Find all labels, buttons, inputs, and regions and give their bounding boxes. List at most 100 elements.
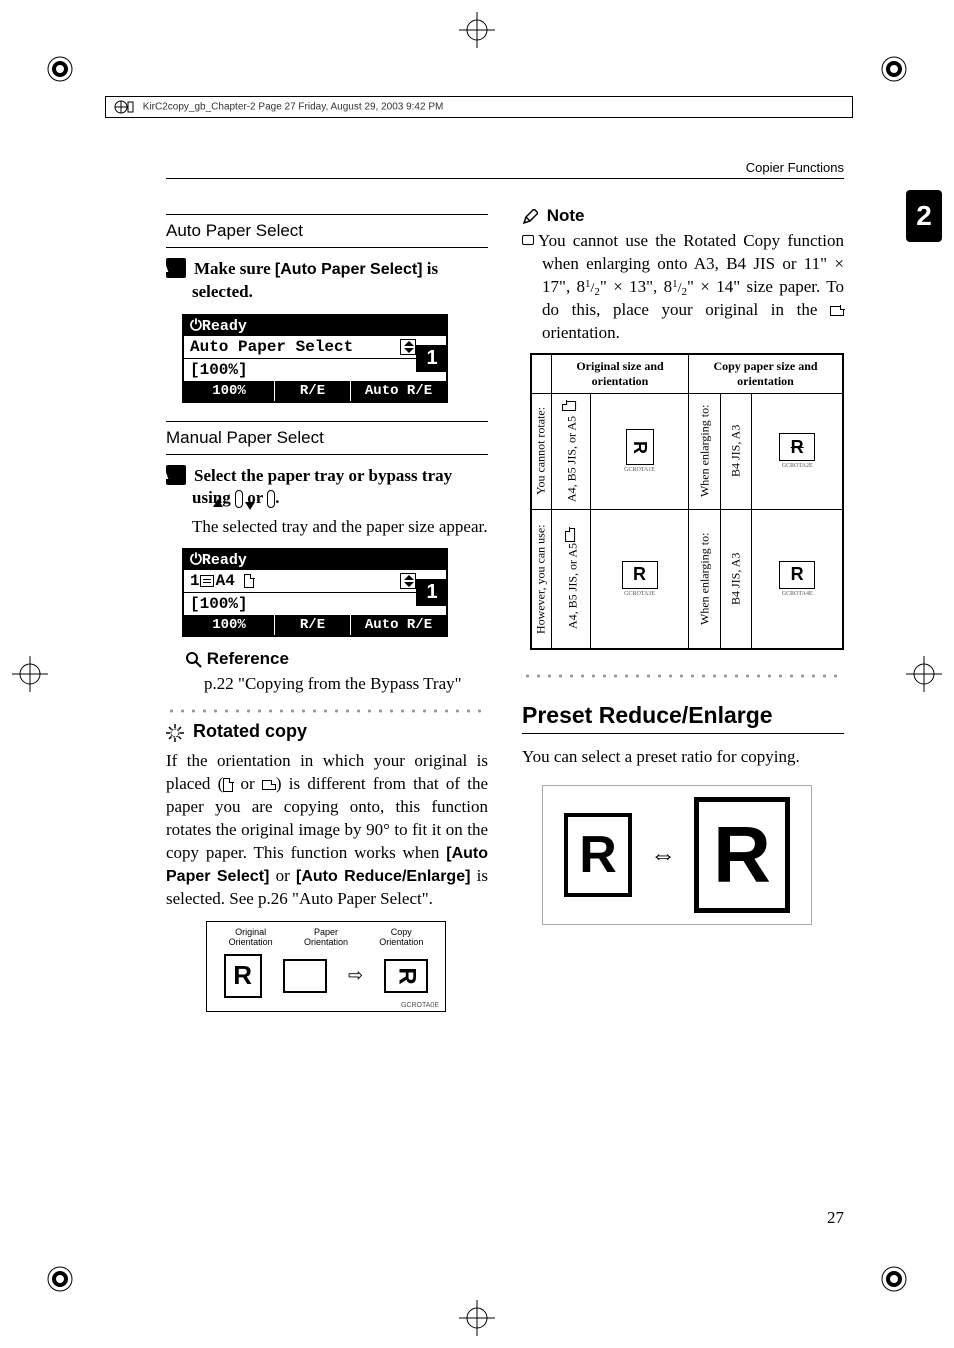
diag-head-paper: Paper Orientation	[296, 928, 356, 948]
row-can-size: A4, B5 JIS, or A5	[552, 509, 591, 649]
diag-head-copy: Copy Orientation	[371, 928, 431, 948]
power-icon: ⏻	[190, 318, 202, 335]
lcd-display-2: ⏻Ready 1A4 [100%] 1 100% R/E Auto R/E	[182, 548, 448, 637]
row-can-copy-r: RGCROTA4E	[752, 509, 843, 649]
registration-mark-top	[459, 12, 495, 48]
preset-body: You can select a preset ratio for copyin…	[522, 746, 844, 769]
reference-heading: Reference	[186, 649, 488, 669]
rotated-copy-heading: Rotated copy	[166, 721, 488, 742]
lcd-copies: 1	[416, 579, 446, 606]
note-text: You cannot use the Rotated Copy function…	[522, 230, 844, 345]
power-icon: ⏻	[190, 552, 202, 569]
paper-doc	[283, 959, 327, 993]
preset-small-r: R	[564, 813, 632, 897]
rotation-limits-table: Original size and orientation Copy paper…	[530, 353, 844, 651]
manual-desc: The selected tray and the paper size app…	[192, 516, 488, 538]
crop-mark-icon	[45, 1264, 75, 1294]
step-number-icon: A	[166, 258, 186, 278]
lcd-ready-row: ⏻Ready	[184, 316, 446, 336]
page-number: 27	[827, 1208, 844, 1228]
registration-mark-left	[12, 656, 48, 692]
rule	[166, 214, 488, 215]
diag-head-original: Original Orientation	[221, 928, 281, 948]
preset-heading: Preset Reduce/Enlarge	[522, 702, 844, 729]
crop-mark-icon	[879, 54, 909, 84]
reference-text: p.22 "Copying from the Bypass Tray"	[204, 673, 488, 695]
lcd-ready-row: ⏻Ready	[184, 550, 446, 570]
rule	[522, 733, 844, 734]
step-1-manual: A Select the paper tray or bypass tray u…	[166, 465, 488, 511]
lcd-re: R/E	[274, 615, 350, 635]
dotted-divider	[522, 672, 844, 680]
up-key-icon	[235, 490, 243, 508]
dotted-divider	[166, 707, 488, 715]
th-copy: Copy paper size and orientation	[689, 354, 843, 394]
header-rule	[166, 178, 844, 179]
diagram-caption: GCROTA0E	[213, 1002, 439, 1009]
row-can-enlarge: When enlarging to:	[689, 509, 721, 649]
arrow-icon: ⇨	[348, 965, 363, 986]
lcd-bottom-row: 100% R/E Auto R/E	[184, 381, 446, 401]
row-cannot-enlarge: When enlarging to:	[689, 393, 721, 509]
row-cannot-size: A4, B5 JIS, or A5	[552, 393, 591, 509]
pdf-stamp-icon	[114, 100, 134, 114]
double-arrow-icon: ⇔	[650, 840, 676, 870]
step-1: A Make sure [Auto Paper Select] is selec…	[166, 258, 488, 304]
lcd-ratio: [100%]	[184, 593, 416, 615]
reference-icon	[186, 652, 202, 668]
lcd-copies: 1	[416, 345, 446, 372]
row-cannot-label: You cannot rotate:	[531, 393, 552, 509]
th-original: Original size and orientation	[552, 354, 689, 394]
page-content: Copier Functions Auto Paper Select A Mak…	[166, 160, 844, 1240]
auto-paper-select-heading: Auto Paper Select	[166, 221, 488, 241]
manual-paper-select-heading: Manual Paper Select	[166, 428, 488, 448]
landscape-icon	[262, 780, 276, 790]
tray-icon	[200, 575, 214, 587]
lcd-line1: Auto Paper Select	[184, 336, 359, 358]
note-icon	[522, 209, 538, 225]
registration-mark-right	[906, 656, 942, 692]
row-can-target: B4 JIS, A3	[720, 509, 752, 649]
step-1-manual-text: Select the paper tray or bypass tray usi…	[192, 466, 452, 508]
lcd-zoom: 100%	[184, 615, 274, 635]
pdf-stamp: KirC2copy_gb_Chapter-2 Page 27 Friday, A…	[105, 96, 853, 118]
original-doc: R	[224, 954, 262, 998]
chapter-tab: 2	[906, 190, 942, 242]
left-column: Auto Paper Select A Make sure [Auto Pape…	[166, 210, 488, 1012]
note-heading: Note	[522, 206, 844, 226]
lcd-bottom-row: 100% R/E Auto R/E	[184, 615, 446, 635]
pdf-stamp-text: KirC2copy_gb_Chapter-2 Page 27 Friday, A…	[143, 102, 444, 113]
step-1-text: Make sure [Auto Paper Select] is selecte…	[192, 259, 438, 301]
bullet-icon	[522, 235, 534, 245]
header-category: Copier Functions	[746, 160, 844, 175]
registration-mark-bottom	[459, 1300, 495, 1336]
copy-doc: R	[384, 959, 428, 993]
step-number-icon: A	[166, 465, 186, 485]
preset-large-r: R	[694, 797, 790, 913]
rule	[166, 454, 488, 455]
tip-icon	[166, 724, 184, 742]
lcd-re: R/E	[274, 381, 350, 401]
rule	[166, 247, 488, 248]
rotated-copy-body: If the orientation in which your origina…	[166, 750, 488, 911]
updown-icon	[400, 339, 416, 355]
row-can-orig-r: RGCROTA3E	[591, 509, 689, 649]
row-can-label: However, you can use:	[531, 509, 552, 649]
row-cannot-target: B4 JIS, A3	[720, 393, 752, 509]
lcd-display-1: ⏻Ready Auto Paper Select [100%] 1 100% R…	[182, 314, 448, 403]
updown-icon	[400, 573, 416, 589]
right-column: Note You cannot use the Rotated Copy fun…	[522, 206, 844, 925]
portrait-icon	[244, 574, 254, 588]
lcd-ratio: [100%]	[184, 359, 416, 381]
lcd-auto-re: Auto R/E	[350, 381, 446, 401]
preset-diagram: R ⇔ R	[542, 785, 812, 925]
rule	[166, 421, 488, 422]
landscape-icon	[830, 306, 844, 316]
rotation-diagram: Original Orientation Paper Orientation C…	[206, 921, 446, 1012]
lcd-zoom: 100%	[184, 381, 274, 401]
crop-mark-icon	[45, 54, 75, 84]
portrait-icon	[223, 778, 233, 792]
lcd-auto-re: Auto R/E	[350, 615, 446, 635]
row-cannot-copy-r: RGCROTA2E	[752, 393, 843, 509]
crop-mark-icon	[879, 1264, 909, 1294]
